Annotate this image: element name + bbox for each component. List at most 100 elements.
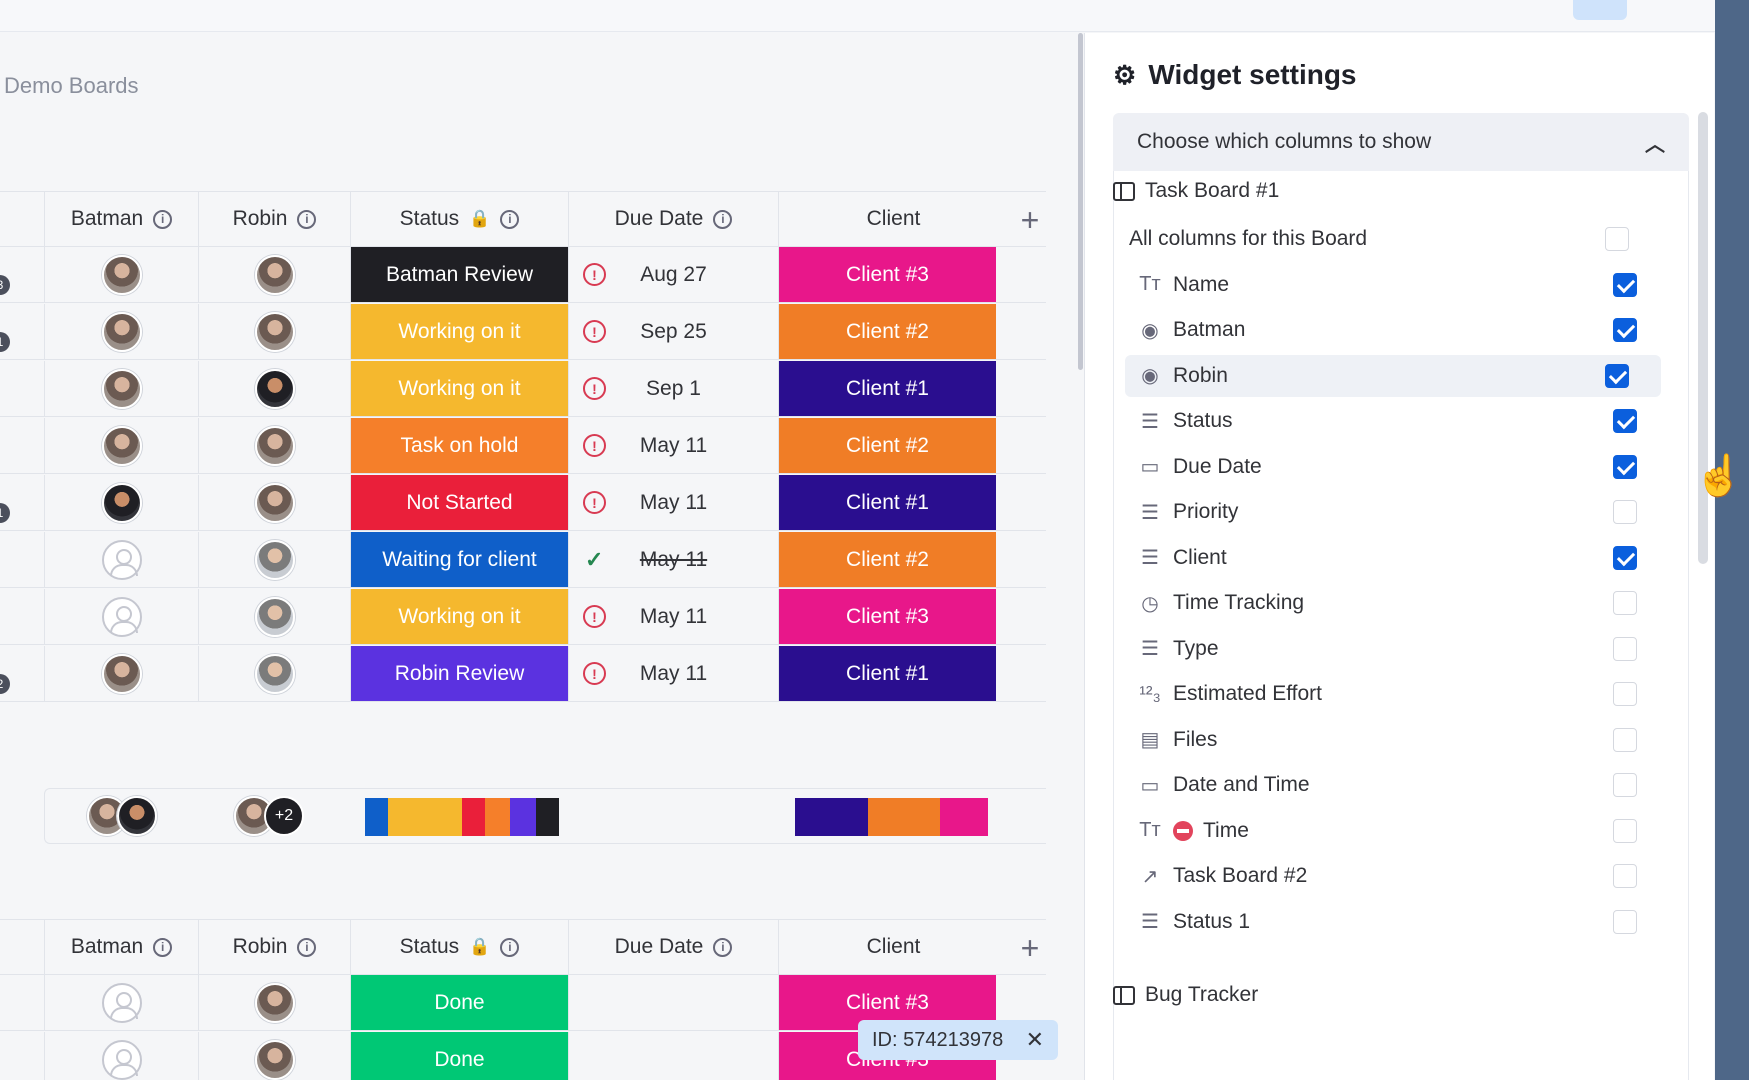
table-row[interactable]: Working on it! Sep 1 Client #1 bbox=[0, 361, 1046, 417]
robin-cell[interactable] bbox=[198, 975, 350, 1030]
client-cell[interactable]: Client #2 bbox=[778, 418, 996, 473]
client-label[interactable]: Client #2 bbox=[779, 304, 996, 359]
client-cell[interactable]: Client #1 bbox=[778, 475, 996, 530]
avatar[interactable] bbox=[254, 254, 295, 295]
robin-cell[interactable] bbox=[198, 418, 350, 473]
status-label[interactable]: Done bbox=[351, 1032, 568, 1080]
column-checkbox[interactable] bbox=[1605, 227, 1629, 251]
column-option[interactable]: ▤ Files bbox=[1137, 719, 1657, 761]
column-option[interactable]: Tт Name bbox=[1137, 264, 1657, 306]
batman-cell[interactable] bbox=[44, 418, 198, 473]
due-date-cell[interactable]: ! May 11 bbox=[568, 589, 778, 644]
avatar[interactable] bbox=[101, 982, 142, 1023]
avatar[interactable] bbox=[254, 1039, 295, 1080]
column-checkbox[interactable] bbox=[1613, 909, 1637, 934]
status-cell[interactable]: Task on hold bbox=[350, 418, 568, 473]
batman-cell[interactable] bbox=[44, 304, 198, 359]
column-header-status[interactable]: Status 🔒 i bbox=[350, 920, 568, 974]
status-cell[interactable]: Done bbox=[350, 975, 568, 1030]
robin-cell[interactable] bbox=[198, 1032, 350, 1080]
status-cell[interactable]: Not Started bbox=[350, 475, 568, 530]
status-cell[interactable]: Working on it bbox=[350, 589, 568, 644]
board-vertical-scrollbar[interactable] bbox=[1078, 33, 1083, 370]
status-cell[interactable]: Working on it bbox=[350, 361, 568, 416]
column-option[interactable]: ☰ Type bbox=[1137, 628, 1657, 670]
avatar[interactable] bbox=[254, 425, 295, 466]
due-date-cell[interactable]: ! May 11 bbox=[568, 646, 778, 701]
avatar[interactable] bbox=[101, 482, 142, 523]
info-icon[interactable]: i bbox=[153, 209, 173, 229]
column-option[interactable]: Tт Time bbox=[1137, 810, 1657, 852]
status-label[interactable]: Working on it bbox=[351, 589, 568, 644]
avatar[interactable] bbox=[254, 982, 295, 1023]
robin-cell[interactable] bbox=[198, 532, 350, 587]
breadcrumb[interactable]: Demo Boards bbox=[4, 73, 139, 98]
batman-cell[interactable] bbox=[44, 975, 198, 1030]
due-date-cell[interactable]: ! Sep 25 bbox=[568, 304, 778, 359]
column-checkbox[interactable] bbox=[1613, 818, 1637, 843]
client-summary-bar[interactable] bbox=[795, 798, 988, 836]
status-cell[interactable]: Batman Review bbox=[350, 247, 568, 302]
robin-cell[interactable] bbox=[198, 646, 350, 701]
column-checkbox[interactable] bbox=[1613, 773, 1637, 797]
info-icon[interactable]: i bbox=[713, 209, 733, 229]
table-row[interactable]: 2 Robin Review! May 11 Client #1 bbox=[0, 646, 1046, 702]
due-date-cell[interactable] bbox=[568, 975, 778, 1030]
status-cell[interactable]: Done bbox=[350, 1032, 568, 1080]
status-label[interactable]: Working on it bbox=[351, 361, 568, 416]
avatar[interactable] bbox=[101, 368, 142, 409]
table-row[interactable]: Working on it! May 11 Client #3 bbox=[0, 589, 1046, 645]
column-header-robin[interactable]: Robin i bbox=[198, 920, 350, 974]
due-date-cell[interactable]: ! May 11 bbox=[568, 475, 778, 530]
add-column-icon[interactable]: + bbox=[1020, 201, 1040, 238]
column-header-client[interactable]: Client bbox=[778, 920, 1008, 974]
due-date-cell[interactable]: ! May 11 bbox=[568, 418, 778, 473]
avatar[interactable] bbox=[254, 311, 295, 352]
batman-cell[interactable] bbox=[44, 361, 198, 416]
info-icon[interactable]: i bbox=[153, 937, 173, 957]
info-icon[interactable]: i bbox=[500, 209, 520, 229]
column-checkbox[interactable] bbox=[1613, 500, 1637, 524]
due-date-cell[interactable]: ! Aug 27 bbox=[568, 247, 778, 302]
column-checkbox[interactable] bbox=[1613, 454, 1637, 479]
info-icon[interactable]: i bbox=[297, 937, 317, 957]
column-checkbox[interactable] bbox=[1613, 545, 1637, 570]
column-checkbox[interactable] bbox=[1613, 318, 1637, 342]
column-option[interactable]: ◉ Robin bbox=[1125, 354, 1661, 397]
client-label[interactable]: Client #1 bbox=[779, 475, 996, 530]
status-label[interactable]: Robin Review bbox=[351, 646, 568, 701]
avatar[interactable] bbox=[101, 653, 142, 694]
info-icon[interactable]: i bbox=[500, 937, 520, 957]
column-option[interactable]: ☰ Client bbox=[1137, 537, 1657, 579]
close-icon[interactable]: ✕ bbox=[1025, 1027, 1044, 1052]
avatar[interactable] bbox=[101, 311, 142, 352]
status-label[interactable]: Waiting for client bbox=[351, 532, 568, 587]
client-cell[interactable]: Client #2 bbox=[778, 304, 996, 359]
column-option[interactable]: ▭ Due Date bbox=[1137, 446, 1657, 488]
status-summary-bar[interactable] bbox=[365, 798, 559, 836]
column-header-due-date[interactable]: Due Date i bbox=[568, 192, 778, 246]
client-label[interactable]: Client #1 bbox=[779, 646, 996, 701]
table-row[interactable]: Waiting for client ✓ May 11 Client #2 bbox=[0, 532, 1046, 588]
robin-cell[interactable] bbox=[198, 475, 350, 530]
top-action-button[interactable] bbox=[1573, 0, 1627, 20]
client-cell[interactable]: Client #3 bbox=[778, 589, 996, 644]
column-checkbox[interactable] bbox=[1613, 591, 1637, 615]
column-checkbox[interactable] bbox=[1613, 272, 1637, 297]
column-checkbox[interactable] bbox=[1613, 682, 1637, 706]
batman-cell[interactable] bbox=[44, 589, 198, 644]
status-label[interactable]: Batman Review bbox=[351, 247, 568, 302]
column-option[interactable]: ☰ Status 1 bbox=[1137, 901, 1657, 943]
client-cell[interactable]: Client #1 bbox=[778, 361, 996, 416]
column-option[interactable]: All columns for this Board bbox=[1129, 218, 1649, 260]
avatar[interactable] bbox=[254, 539, 295, 580]
update-count-badge[interactable]: 1 bbox=[0, 332, 10, 352]
column-header-client[interactable]: Client bbox=[778, 192, 1008, 246]
column-header-batman[interactable]: Batman i bbox=[44, 920, 198, 974]
column-option[interactable]: ◷ Time Tracking bbox=[1137, 582, 1657, 624]
status-cell[interactable]: Robin Review bbox=[350, 646, 568, 701]
robin-cell[interactable] bbox=[198, 589, 350, 644]
column-checkbox[interactable] bbox=[1613, 864, 1637, 888]
column-option[interactable]: ☰ Priority bbox=[1137, 491, 1657, 533]
batman-cell[interactable] bbox=[44, 646, 198, 701]
